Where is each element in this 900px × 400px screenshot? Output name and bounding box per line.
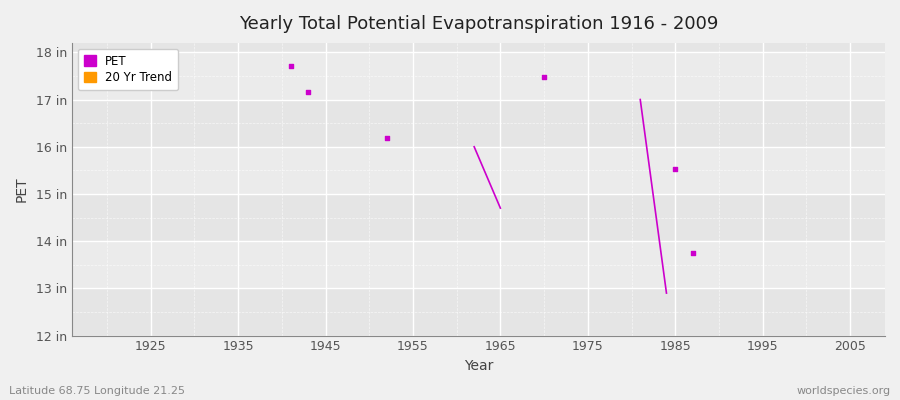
Bar — [72, 288, 885, 336]
Point — [301, 89, 315, 96]
Title: Yearly Total Potential Evapotranspiration 1916 - 2009: Yearly Total Potential Evapotranspiratio… — [238, 15, 718, 33]
Bar — [72, 147, 885, 194]
Point — [686, 250, 700, 256]
Legend: PET, 20 Yr Trend: PET, 20 Yr Trend — [78, 49, 178, 90]
Bar — [72, 194, 885, 241]
Text: worldspecies.org: worldspecies.org — [796, 386, 891, 396]
Point — [668, 166, 682, 173]
X-axis label: Year: Year — [464, 359, 493, 373]
Point — [380, 135, 394, 142]
Bar — [72, 43, 885, 52]
Bar — [72, 241, 885, 288]
Y-axis label: PET: PET — [15, 176, 29, 202]
Point — [284, 62, 298, 69]
Text: Latitude 68.75 Longitude 21.25: Latitude 68.75 Longitude 21.25 — [9, 386, 185, 396]
Bar — [72, 52, 885, 100]
Point — [537, 74, 552, 80]
Bar — [72, 100, 885, 147]
